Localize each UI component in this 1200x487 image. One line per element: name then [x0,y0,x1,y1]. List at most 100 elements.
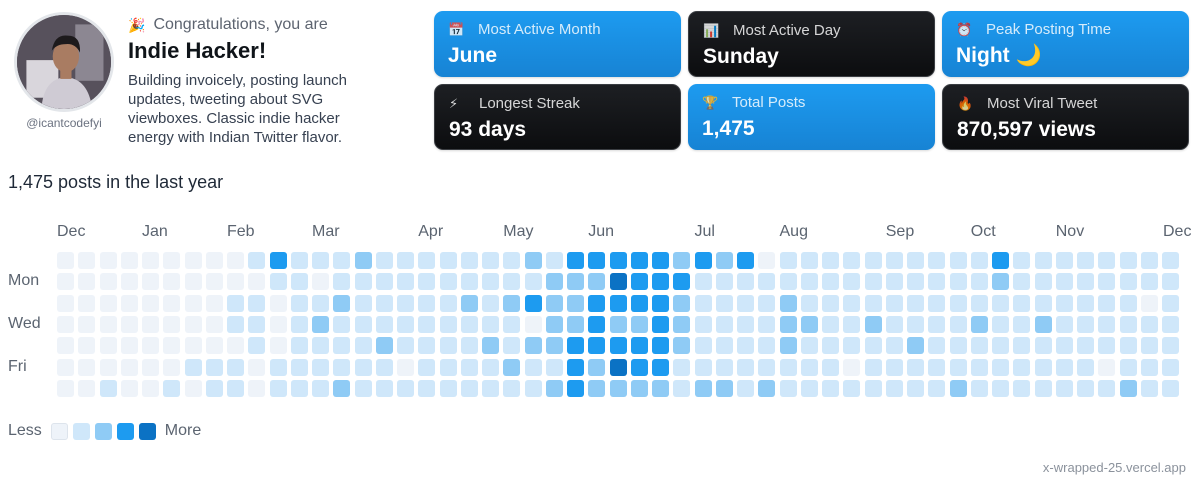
heatmap-cell[interactable] [439,379,457,397]
heatmap-cell[interactable] [184,315,202,333]
heatmap-cell[interactable] [397,379,414,397]
heatmap-cell[interactable] [567,358,584,376]
heatmap-cell[interactable] [843,358,861,376]
heatmap-cell[interactable] [779,294,797,312]
heatmap-cell[interactable] [397,337,414,355]
heatmap-cell[interactable] [885,358,903,376]
heatmap-cell[interactable] [907,337,924,355]
heatmap-cell[interactable] [290,358,308,376]
heatmap-cell[interactable] [99,315,117,333]
heatmap-cell[interactable] [290,294,308,312]
heatmap-cell[interactable] [970,315,988,333]
heatmap-cell[interactable] [843,252,861,269]
heatmap-cell[interactable] [970,252,988,269]
heatmap-cell[interactable] [1055,315,1073,333]
heatmap-cell[interactable] [630,379,648,397]
heatmap-cell[interactable] [439,337,457,355]
heatmap-cell[interactable] [949,379,967,397]
heatmap-cell[interactable] [1140,252,1158,269]
heatmap-cell[interactable] [312,358,329,376]
heatmap-cell[interactable] [630,273,648,291]
heatmap-cell[interactable] [1162,337,1179,355]
heatmap-cell[interactable] [482,358,499,376]
heatmap-cell[interactable] [949,252,967,269]
heatmap-cell[interactable] [800,358,818,376]
heatmap-cell[interactable] [822,337,839,355]
heatmap-cell[interactable] [1140,358,1158,376]
heatmap-cell[interactable] [567,273,584,291]
heatmap-cell[interactable] [227,294,244,312]
heatmap-cell[interactable] [503,337,521,355]
heatmap-cell[interactable] [333,315,351,333]
heatmap-cell[interactable] [545,294,563,312]
heatmap-cell[interactable] [737,252,754,269]
heatmap-cell[interactable] [163,337,181,355]
heatmap-cell[interactable] [1077,379,1094,397]
heatmap-cell[interactable] [163,252,181,269]
heatmap-cell[interactable] [609,252,627,269]
heatmap-cell[interactable] [460,315,478,333]
heatmap-cell[interactable] [78,337,96,355]
heatmap-cell[interactable] [57,252,74,269]
heatmap-cell[interactable] [269,294,287,312]
heatmap-cell[interactable] [694,337,712,355]
heatmap-cell[interactable] [120,358,138,376]
heatmap-cell[interactable] [907,358,924,376]
heatmap-cell[interactable] [269,252,287,269]
heatmap-cell[interactable] [57,379,74,397]
heatmap-cell[interactable] [482,379,499,397]
heatmap-cell[interactable] [375,379,393,397]
heatmap-cell[interactable] [1162,315,1179,333]
heatmap-cell[interactable] [78,379,96,397]
heatmap-cell[interactable] [248,315,266,333]
heatmap-cell[interactable] [1034,358,1052,376]
heatmap-cell[interactable] [1162,252,1179,269]
heatmap-cell[interactable] [992,358,1009,376]
heatmap-cell[interactable] [439,252,457,269]
heatmap-cell[interactable] [57,273,74,291]
heatmap-cell[interactable] [248,358,266,376]
heatmap-cell[interactable] [737,294,754,312]
heatmap-cell[interactable] [227,358,244,376]
heatmap-cell[interactable] [99,252,117,269]
heatmap-cell[interactable] [715,358,733,376]
heatmap-cell[interactable] [652,294,669,312]
heatmap-cell[interactable] [184,379,202,397]
heatmap-cell[interactable] [375,358,393,376]
heatmap-cell[interactable] [312,337,329,355]
heatmap-cell[interactable] [715,379,733,397]
heatmap-cell[interactable] [524,337,542,355]
heatmap-cell[interactable] [545,358,563,376]
heatmap-cell[interactable] [758,337,776,355]
heatmap-cell[interactable] [1013,379,1031,397]
heatmap-cell[interactable] [800,273,818,291]
heatmap-cell[interactable] [928,252,946,269]
heatmap-cell[interactable] [205,379,223,397]
heatmap-cell[interactable] [822,294,839,312]
heatmap-cell[interactable] [354,358,372,376]
heatmap-cell[interactable] [694,294,712,312]
heatmap-cell[interactable] [907,273,924,291]
heatmap-cell[interactable] [970,294,988,312]
heatmap-cell[interactable] [1119,252,1137,269]
heatmap-cell[interactable] [907,294,924,312]
heatmap-cell[interactable] [227,252,244,269]
heatmap-cell[interactable] [418,252,436,269]
heatmap-cell[interactable] [758,358,776,376]
heatmap-cell[interactable] [1013,337,1031,355]
heatmap-cell[interactable] [630,294,648,312]
heatmap-cell[interactable] [843,315,861,333]
heatmap-cell[interactable] [1055,294,1073,312]
heatmap-cell[interactable] [205,273,223,291]
heatmap-cell[interactable] [503,358,521,376]
heatmap-cell[interactable] [864,315,882,333]
heatmap-cell[interactable] [673,252,691,269]
heatmap-cell[interactable] [78,358,96,376]
heatmap-cell[interactable] [800,379,818,397]
heatmap-cell[interactable] [715,294,733,312]
heatmap-cell[interactable] [248,379,266,397]
heatmap-cell[interactable] [333,379,351,397]
heatmap-cell[interactable] [184,294,202,312]
heatmap-cell[interactable] [397,315,414,333]
heatmap-cell[interactable] [673,337,691,355]
